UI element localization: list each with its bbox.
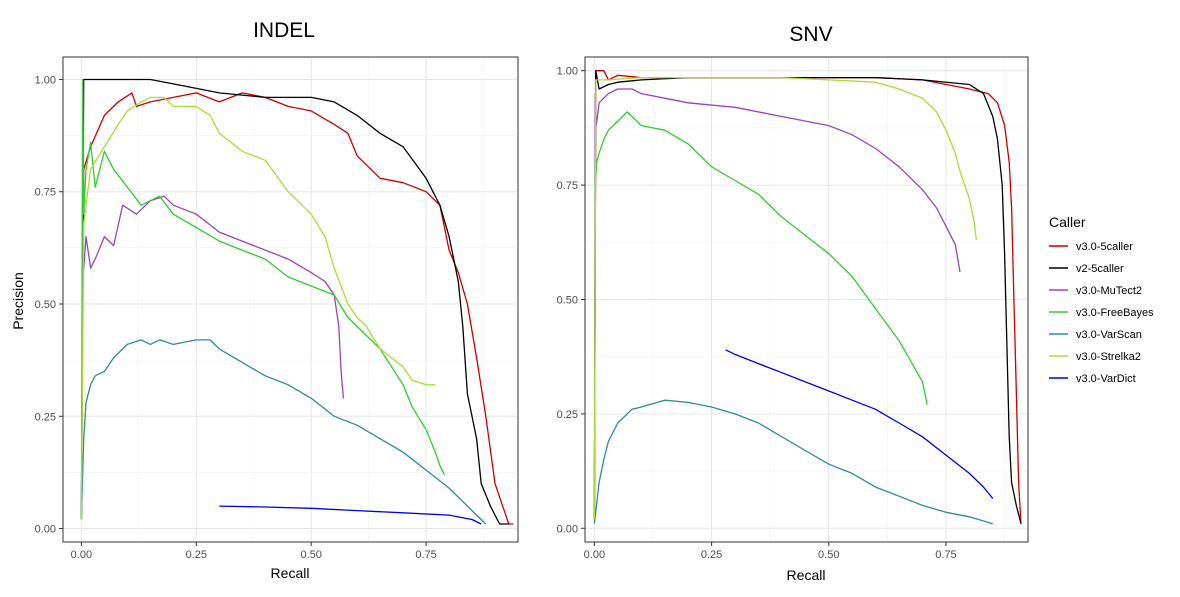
indel-series-line [219, 505, 482, 525]
indel-series-line [80, 339, 487, 525]
snv-y-tick-label: 0.75 [557, 180, 578, 192]
snv-series-line [593, 70, 1022, 524]
snv-y-tick-label: 1.00 [557, 66, 578, 78]
indel-x-tick-label: 0.50 [300, 549, 321, 561]
legend: Caller v3.0-5caller v2-5caller v3.0-MuTect… [1049, 214, 1154, 385]
snv-series-lines [593, 70, 1022, 525]
snv-y-tick-label: 0.25 [557, 409, 578, 421]
indel-series-line [80, 195, 345, 520]
indel-series-lines [80, 78, 514, 525]
indel-y-tick-label: 1.00 [35, 74, 56, 86]
indel-x-tick-label: 0.00 [71, 549, 92, 561]
indel-x-tick-label: 0.75 [415, 549, 436, 561]
legend-label: v3.0-FreeBayes [1076, 307, 1154, 319]
snv-series-line [593, 399, 993, 525]
indel-gridlines [63, 57, 518, 542]
snv-y-tick-label: 0.50 [557, 295, 578, 307]
snv-x-tick-label: 0.75 [935, 549, 956, 561]
snv-y-tick-label: 0.00 [557, 523, 578, 535]
snv-series-line [593, 70, 1022, 524]
indel-panel-border [62, 56, 519, 543]
snv-series-line [725, 349, 994, 499]
indel-series-line [80, 92, 514, 525]
snv-panel: SNV Recall 0.00 0.25 0.50 0.75 0.00 0.25 0.50 0… [557, 23, 1029, 583]
legend-label: v3.0-VarDict [1076, 373, 1136, 385]
indel-series-line [80, 78, 446, 520]
snv-x-tick-label: 0.50 [818, 549, 839, 561]
indel-x-axis-title: Recall [271, 565, 310, 581]
indel-series-line [80, 96, 436, 520]
indel-plot-background [63, 57, 518, 542]
indel-y-tick-label: 0.25 [35, 411, 56, 423]
snv-x-axis-title: Recall [787, 567, 826, 583]
indel-panel: INDEL Recall Precision 0.00 0.25 0.50 0.75 0… [10, 19, 519, 581]
indel-x-tick-label: 0.25 [186, 549, 207, 561]
legend-title: Caller [1049, 214, 1086, 230]
indel-y-axis-title: Precision [10, 272, 26, 330]
legend-label: v3.0-5caller [1076, 241, 1133, 253]
indel-y-tick-label: 0.50 [35, 299, 56, 311]
indel-series-line [80, 78, 509, 525]
indel-panel-title: INDEL [253, 19, 315, 42]
snv-series-line [593, 111, 928, 520]
snv-series-line [593, 88, 961, 520]
indel-y-tick-label: 0.75 [35, 187, 56, 199]
snv-panel-title: SNV [789, 23, 832, 46]
legend-label: v2-5caller [1076, 263, 1124, 275]
snv-series-line [593, 76, 978, 520]
snv-x-tick-label: 0.00 [584, 549, 605, 561]
legend-label: v3.0-Strelka2 [1076, 351, 1141, 363]
legend-label: v3.0-VarScan [1076, 329, 1142, 341]
indel-y-tick-label: 0.00 [35, 524, 56, 536]
legend-label: v3.0-MuTect2 [1076, 285, 1142, 297]
snv-x-tick-label: 0.25 [701, 549, 722, 561]
